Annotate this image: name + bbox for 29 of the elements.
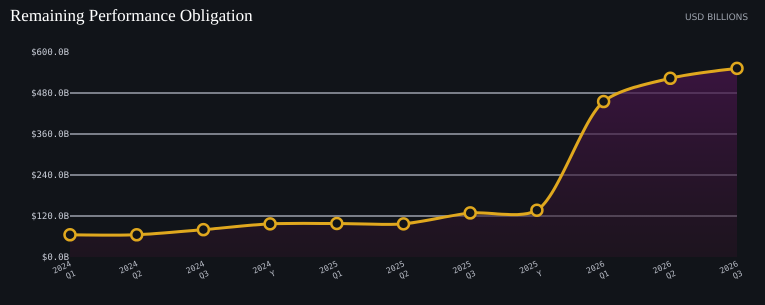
chart-title: Remaining Performance Obligation	[10, 6, 254, 26]
x-tick-label: 2025 Y	[518, 259, 544, 279]
x-tick-label: 2026 Q3	[718, 259, 744, 281]
point	[664, 72, 678, 86]
text: USD BILLIONS	[685, 13, 748, 23]
y-tick-label: $600.0B	[31, 48, 69, 58]
y-tick-label: $360.0B	[31, 130, 69, 140]
x-tick-label: 2026 Q2	[652, 259, 678, 281]
point	[63, 228, 77, 242]
x-tick-label: 2025 Q1	[318, 259, 344, 281]
y-tick-label: $120.0B	[31, 212, 69, 222]
y-tick-label: $480.0B	[31, 89, 69, 100]
x-tick-label: 2024 Q2	[118, 259, 144, 281]
y-tick-label: $240.0B	[31, 171, 69, 182]
point	[463, 206, 477, 220]
point	[530, 203, 544, 217]
x-tick-label: 2024 Q1	[51, 259, 78, 281]
point	[263, 217, 277, 231]
point	[596, 94, 610, 108]
x-tick-label: 2024 Y	[251, 259, 278, 279]
point	[396, 217, 410, 231]
x-tick-label: 2024 Q3	[184, 259, 210, 281]
x-tick-label: 2026 Q1	[584, 259, 611, 281]
point	[130, 228, 144, 242]
point	[196, 222, 210, 236]
x-tick-label: 2025 Q2	[384, 259, 411, 281]
x-tick-label: 2025 Q3	[451, 259, 478, 281]
point	[730, 62, 744, 76]
point	[330, 216, 344, 230]
